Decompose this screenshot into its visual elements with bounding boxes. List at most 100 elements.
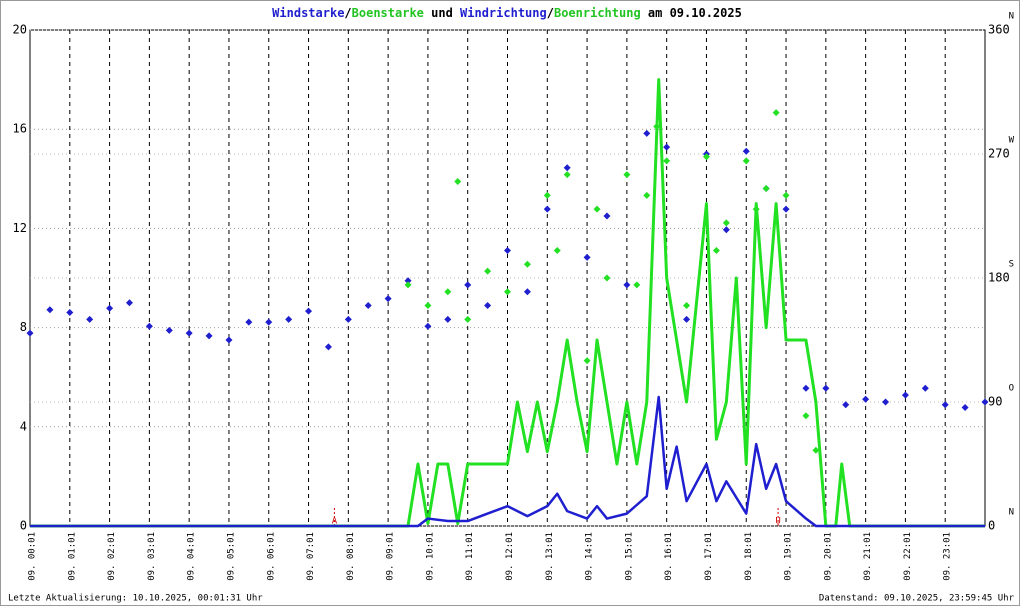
x-tick-label: 09. 01:01 (67, 532, 77, 581)
y-tick-label: 0 (20, 519, 27, 533)
direction-point (66, 308, 74, 316)
direction-point (106, 304, 114, 312)
footer-left: Letzte Aktualisierung: 10.10.2025, 00:01… (8, 594, 263, 604)
x-tick-label: 09. 11:01 (465, 532, 475, 581)
series-line (30, 395, 985, 528)
x-tick-label: 09. 00:01 (28, 532, 38, 581)
direction-point (782, 191, 790, 199)
direction-point (742, 157, 750, 165)
direction-point (324, 343, 332, 351)
y2-tick-label: 360 (988, 23, 1010, 37)
x-tick-label: 09. 12:01 (505, 532, 515, 581)
x-tick-label: 09. 07:01 (306, 532, 316, 581)
title-part: und (424, 6, 460, 20)
direction-point (245, 318, 253, 326)
direction-point (742, 147, 750, 155)
direction-point (663, 157, 671, 165)
direction-point (623, 281, 631, 289)
direction-point (643, 129, 651, 137)
x-tick-label: 09. 04:01 (187, 532, 197, 581)
x-tick-label: 09. 21:01 (863, 532, 873, 581)
direction-point (633, 281, 641, 289)
direction-point (593, 205, 601, 213)
y2-direction-label: N (1009, 12, 1014, 22)
direction-point (125, 299, 133, 307)
direction-point (603, 212, 611, 220)
direction-point (702, 153, 710, 161)
direction-point (205, 332, 213, 340)
x-tick-label: 09. 14:01 (585, 532, 595, 581)
direction-point (812, 446, 820, 454)
direction-point (583, 357, 591, 365)
direction-point (981, 398, 989, 406)
y-tick-label: 8 (20, 320, 27, 334)
title-part: / (547, 6, 554, 20)
direction-point (504, 288, 511, 296)
direction-point (26, 329, 34, 337)
direction-point (603, 274, 611, 282)
x-tick-label: 09. 18:01 (744, 532, 754, 581)
annotation-label: A (332, 517, 338, 527)
direction-point (165, 326, 173, 334)
direction-point (484, 302, 492, 310)
direction-point (782, 205, 790, 213)
x-tick-label: 09. 09:01 (386, 532, 396, 581)
direction-point (404, 281, 412, 289)
x-tick-label: 09. 10:01 (425, 532, 435, 581)
x-tick-label: 09. 13:01 (545, 532, 555, 581)
title-part: am 09.10.2025 (641, 6, 742, 20)
direction-point (46, 306, 54, 314)
direction-point (504, 246, 511, 254)
direction-point (683, 302, 691, 310)
y2-direction-label: N (1009, 508, 1014, 518)
direction-point (344, 315, 352, 323)
direction-point (623, 171, 631, 179)
y2-direction-label: O (1009, 384, 1014, 394)
y2-direction-label: W (1009, 136, 1015, 146)
direction-point (424, 322, 432, 330)
direction-point (145, 322, 153, 330)
direction-point (722, 219, 730, 227)
footer-right: Datenstand: 09.10.2025, 23:59:45 Uhr (819, 594, 1015, 604)
title-part: Boenrichtung (554, 6, 641, 20)
y2-tick-label: 270 (988, 147, 1010, 161)
x-tick-label: 09. 15:01 (624, 532, 634, 581)
x-tick-label: 09. 08:01 (346, 532, 356, 581)
y2-direction-label: S (1009, 260, 1014, 270)
x-tick-label: 09. 23:01 (943, 532, 953, 581)
direction-point (961, 404, 969, 412)
direction-point (484, 267, 492, 275)
direction-point (772, 109, 780, 117)
x-tick-label: 09. 20:01 (823, 532, 833, 581)
direction-point (862, 395, 870, 403)
direction-point (185, 329, 193, 337)
x-tick-label: 09. 17:01 (704, 532, 714, 581)
y-tick-label: 20 (13, 23, 27, 37)
x-tick-label: 09. 19:01 (784, 532, 794, 581)
chart-title: Windstarke/Boenstarke und Windrichtung/B… (272, 6, 742, 20)
direction-point (523, 288, 531, 296)
direction-point (543, 191, 551, 199)
direction-point (583, 253, 591, 261)
direction-point (553, 246, 561, 254)
direction-point (265, 318, 273, 326)
title-part: / (344, 6, 351, 20)
direction-point (842, 401, 850, 409)
direction-point (901, 391, 909, 399)
direction-point (941, 401, 949, 409)
y-tick-label: 12 (13, 221, 27, 235)
x-tick-label: 09. 22:01 (903, 532, 913, 581)
direction-point (404, 277, 412, 285)
direction-point (712, 246, 720, 254)
title-part: Boenstarke (352, 6, 424, 20)
direction-point (563, 164, 571, 172)
x-tick-label: 09. 03:01 (147, 532, 157, 581)
direction-point (643, 191, 651, 199)
direction-point (822, 384, 830, 392)
series-line (30, 78, 985, 528)
direction-point (802, 412, 810, 420)
direction-point (424, 302, 432, 310)
direction-point (364, 302, 372, 310)
direction-point (464, 281, 472, 289)
